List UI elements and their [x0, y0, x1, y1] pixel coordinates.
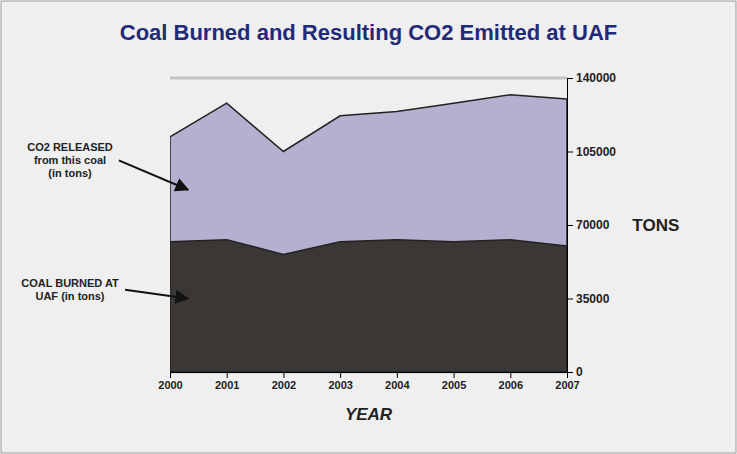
y-tick-mark	[567, 78, 573, 79]
y-tick: 140000	[567, 71, 616, 85]
y-tick: 0	[567, 365, 583, 379]
chart: Coal Burned and Resulting CO2 Emitted at…	[0, 0, 737, 454]
series-label: CO2 RELEASEDfrom this coal(in tons)	[27, 141, 113, 179]
x-tick: 2000	[158, 372, 182, 391]
x-tick: 2004	[385, 372, 410, 391]
y-tick-label: 140000	[576, 71, 616, 85]
y-tick: 105000	[567, 145, 616, 159]
x-tick-label: 2002	[272, 379, 296, 391]
y-tick-mark	[567, 225, 573, 226]
x-axis-title: YEAR	[345, 405, 393, 424]
x-tick: 2006	[499, 372, 523, 391]
y-tick-mark	[567, 372, 573, 373]
x-axis-line	[171, 373, 568, 379]
title: Coal Burned and Resulting CO2 Emitted at…	[120, 20, 617, 45]
x-tick: 2002	[272, 372, 296, 391]
x-tick: 2005	[442, 372, 466, 391]
x-tick-mark	[340, 372, 341, 378]
y-tick-label: 35000	[576, 292, 610, 306]
x-tick-label: 2005	[442, 379, 466, 391]
y-tick-mark	[567, 299, 573, 300]
y-tick-label: 105000	[576, 145, 616, 159]
y-axis-title: TONS	[632, 216, 679, 235]
x-tick-label: 2006	[499, 379, 523, 391]
plot: 2000 2001 2002 2003 2004 2005 2006 20070 35000 70…	[158, 71, 616, 390]
grid-line	[170, 77, 567, 80]
x-tick: 2003	[328, 372, 352, 391]
background	[1, 1, 736, 453]
y-tick-mark	[567, 152, 573, 153]
series-label: COAL BURNED ATUAF (in tons)	[21, 277, 119, 302]
y-tick-label: 70000	[576, 218, 610, 232]
y-axis-line	[568, 79, 574, 373]
arrow	[125, 290, 188, 299]
y-tick: 35000	[567, 292, 610, 306]
x-tick-mark	[510, 372, 511, 378]
x-tick: 2001	[215, 372, 239, 391]
x-tick-label: 2003	[328, 379, 352, 391]
area	[170, 95, 567, 372]
x-tick-label: 2004	[385, 379, 410, 391]
x-tick-mark	[454, 372, 455, 378]
marks	[170, 95, 567, 372]
x-tick-label: 2007	[555, 379, 579, 391]
grid	[170, 78, 567, 372]
x-tick-mark	[397, 372, 398, 378]
x-axis: 2000 2001 2002 2003 2004 2005 2006 2007	[158, 372, 579, 391]
area	[170, 240, 567, 372]
x-tick-mark	[170, 372, 171, 378]
y-tick-label: 0	[576, 365, 583, 379]
x-tick-mark	[227, 372, 228, 378]
y-tick: 70000	[567, 218, 610, 232]
arrow	[119, 160, 188, 189]
x-tick-label: 2001	[215, 379, 239, 391]
y-axis: 0 35000 70000 105000 140000	[567, 71, 616, 379]
x-tick-label: 2000	[158, 379, 182, 391]
x-tick-mark	[283, 372, 284, 378]
